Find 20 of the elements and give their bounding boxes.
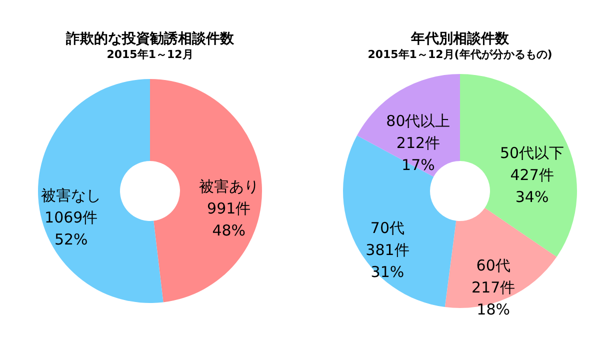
chart-subtitle: 2015年1～12月 [106,48,194,61]
slice-label: 被害なし [41,186,102,205]
donut-slice [356,74,460,177]
donut-slice [150,79,262,302]
slice-label: 被害あり [198,177,259,196]
donut-slice [460,74,577,257]
chart-title: 詐欺的な投資勧誘相談件数 [65,30,235,47]
data-label: 1069件 52% [44,208,98,249]
chart-subtitle: 2015年1～12月(年代が分かるもの) [368,48,552,61]
data-label: 991件 48% [207,199,251,240]
data-label: 217件 18% [472,278,516,318]
slice-label: 80代以上 [386,112,450,130]
data-label: 212件 17% [396,134,440,174]
slice-label: 70代 [370,219,405,238]
slice-label: 60代 [476,256,510,274]
chart-title: 年代別相談件数 [410,30,510,47]
data-label: 427件 34% [510,166,554,206]
slice-label: 50代以下 [500,144,564,162]
donut-slice [343,136,456,308]
donut-slice [38,79,164,303]
